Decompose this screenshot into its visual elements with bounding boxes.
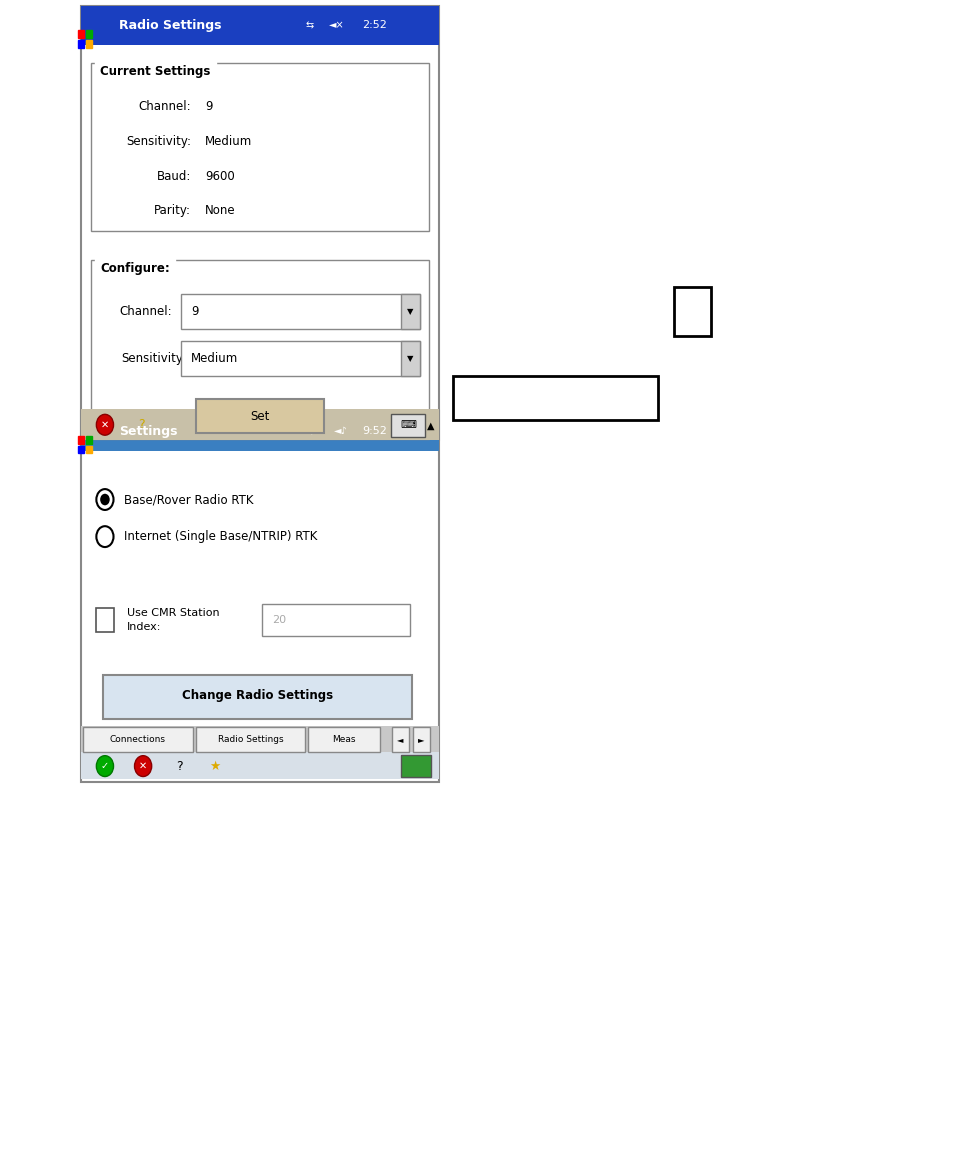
Text: ►: ►	[418, 735, 424, 744]
Text: ⇆: ⇆	[305, 427, 314, 436]
Text: ◄×: ◄×	[329, 21, 344, 30]
Text: ▲: ▲	[427, 421, 435, 430]
Bar	[262, 604, 410, 636]
Bar	[308, 727, 379, 752]
Text: Use CMR Station
Index:: Use CMR Station Index:	[127, 608, 219, 632]
Text: ▼: ▼	[407, 353, 413, 363]
Bar	[86, 436, 91, 444]
Bar	[78, 436, 84, 444]
Text: ⇆: ⇆	[305, 21, 314, 30]
Text: ✕: ✕	[101, 420, 109, 430]
Text: Meas: Meas	[332, 735, 355, 744]
Text: Medium: Medium	[191, 351, 238, 365]
Text: Medium: Medium	[205, 134, 253, 148]
Bar	[78, 41, 84, 48]
Bar	[86, 30, 91, 38]
Text: 9: 9	[205, 100, 213, 114]
FancyBboxPatch shape	[81, 411, 438, 782]
Text: ✉: ✉	[257, 427, 267, 436]
Text: 20: 20	[272, 615, 286, 625]
Text: ★: ★	[209, 759, 220, 773]
Text: Parity:: Parity:	[153, 204, 191, 218]
Bar	[83, 727, 193, 752]
Bar	[453, 376, 658, 420]
Text: Internet (Single Base/NTRIP) RTK: Internet (Single Base/NTRIP) RTK	[124, 530, 317, 544]
Text: ◄: ◄	[397, 735, 403, 744]
Text: Settings: Settings	[119, 424, 177, 438]
Bar	[195, 399, 324, 433]
Text: ✕: ✕	[139, 761, 147, 771]
FancyBboxPatch shape	[103, 675, 412, 719]
Text: None: None	[205, 204, 235, 218]
Bar	[81, 752, 438, 779]
Text: Current Settings: Current Settings	[100, 65, 211, 79]
Text: Channel:: Channel:	[138, 100, 191, 114]
Bar	[91, 260, 429, 439]
Bar	[181, 294, 419, 329]
Bar	[400, 294, 419, 329]
Bar	[86, 446, 91, 453]
Text: ?: ?	[138, 418, 144, 431]
Bar	[413, 727, 430, 752]
Bar	[400, 755, 431, 777]
Text: Baud:: Baud:	[156, 169, 191, 183]
Text: Radio Settings: Radio Settings	[119, 19, 221, 32]
Bar	[195, 727, 305, 752]
Circle shape	[100, 494, 110, 505]
Text: Sensitivity:: Sensitivity:	[121, 351, 186, 365]
Text: ?: ?	[176, 759, 182, 773]
Bar	[96, 608, 113, 632]
Bar	[391, 414, 424, 437]
Bar	[392, 727, 409, 752]
Bar	[81, 6, 438, 45]
Text: ⌨: ⌨	[400, 421, 416, 430]
Text: 9:52: 9:52	[362, 427, 387, 436]
Bar	[78, 446, 84, 453]
Text: ✓: ✓	[101, 761, 109, 771]
Circle shape	[134, 756, 152, 777]
Bar	[81, 726, 438, 753]
Text: Connections: Connections	[110, 735, 166, 744]
Bar	[81, 409, 438, 440]
Text: Channel:: Channel:	[119, 305, 172, 319]
Text: 2:52: 2:52	[362, 21, 387, 30]
Circle shape	[96, 756, 113, 777]
Text: Base/Rover Radio RTK: Base/Rover Radio RTK	[124, 493, 253, 506]
Text: Change Radio Settings: Change Radio Settings	[182, 688, 333, 702]
Bar	[674, 287, 710, 336]
Text: Radio Settings: Radio Settings	[217, 735, 283, 744]
Bar	[86, 41, 91, 48]
Bar	[91, 63, 429, 231]
Bar	[81, 6, 438, 440]
Text: Set: Set	[250, 409, 270, 423]
Text: 9600: 9600	[205, 169, 234, 183]
Text: ◄♪: ◄♪	[334, 427, 347, 436]
Text: Configure:: Configure:	[100, 262, 170, 276]
Text: Sensitivity:: Sensitivity:	[126, 134, 191, 148]
Bar	[181, 341, 419, 376]
Text: 9: 9	[191, 305, 198, 319]
Bar	[81, 411, 438, 451]
Bar	[78, 30, 84, 38]
Text: ▼: ▼	[407, 307, 413, 316]
Bar	[400, 341, 419, 376]
Circle shape	[96, 414, 113, 436]
